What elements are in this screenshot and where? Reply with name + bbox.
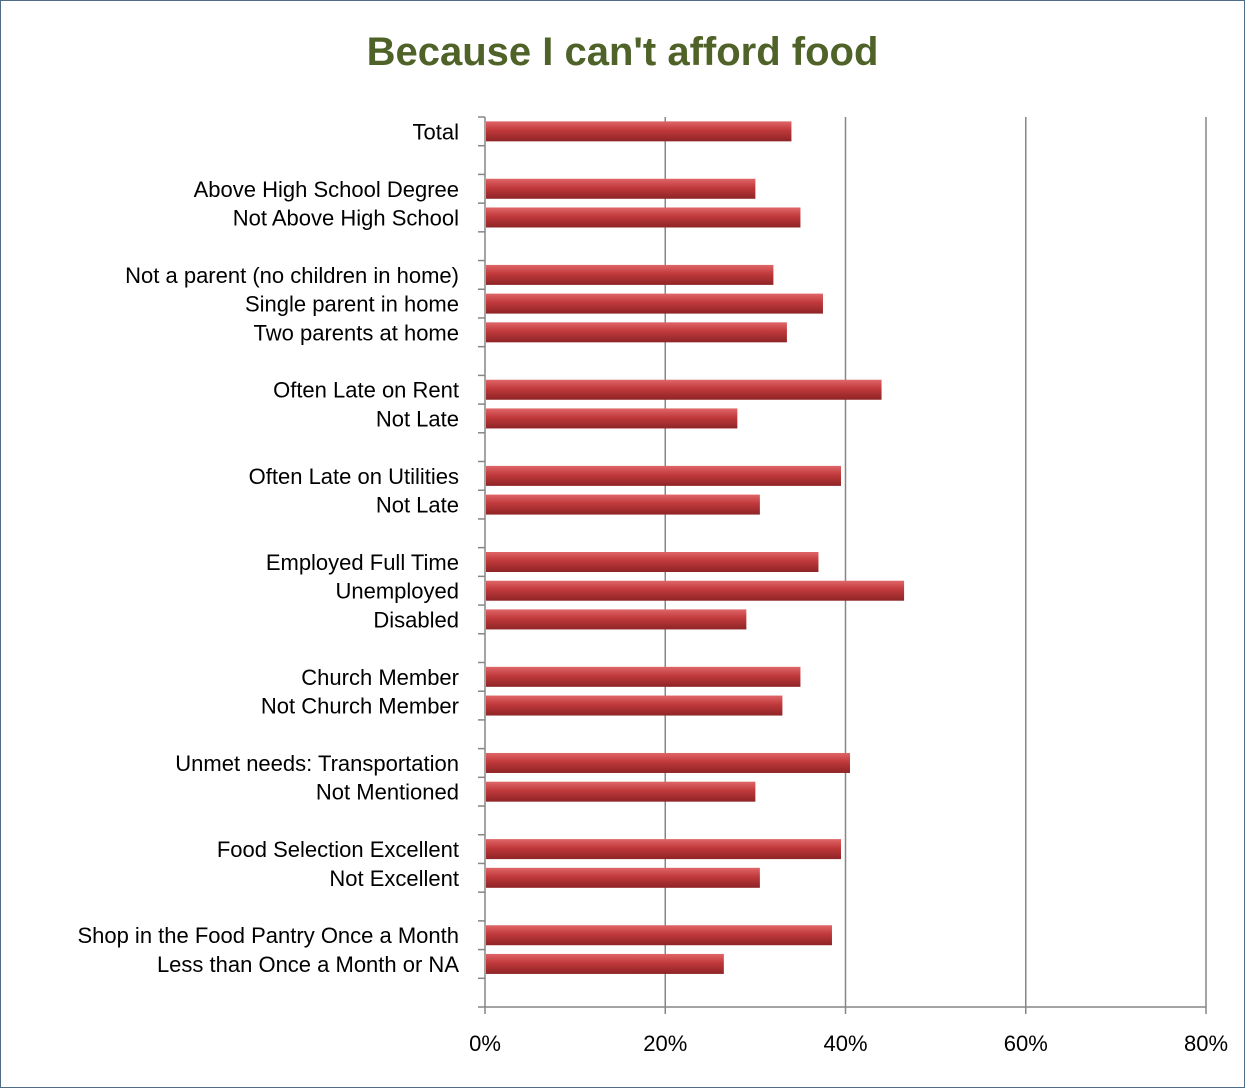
bar[interactable] — [486, 781, 756, 802]
bar[interactable] — [486, 264, 774, 285]
bar[interactable] — [486, 121, 792, 142]
category-label: Two parents at home — [254, 320, 459, 345]
category-label: Less than Once a Month or NA — [157, 952, 459, 977]
category-label: Above High School Degree — [194, 177, 459, 202]
bar[interactable] — [486, 695, 783, 716]
bar[interactable] — [486, 552, 819, 572]
x-tick-label: 80% — [1184, 1031, 1228, 1056]
bar[interactable] — [486, 494, 760, 515]
category-label: Not Late — [376, 406, 459, 431]
bar[interactable] — [486, 408, 738, 429]
category-label: Unmet needs: Transportation — [175, 751, 459, 776]
category-label: Not Late — [376, 493, 459, 518]
category-label: Not Excellent — [329, 866, 459, 891]
x-tick-label: 40% — [823, 1031, 867, 1056]
bar[interactable] — [486, 379, 882, 400]
category-label: Church Member — [301, 665, 459, 690]
category-label: Not Above High School — [233, 205, 459, 230]
x-tick-label: 60% — [1004, 1031, 1048, 1056]
bar[interactable] — [486, 207, 801, 228]
chart-title: Because I can't afford food — [366, 30, 879, 74]
bar[interactable] — [486, 609, 747, 630]
category-label: Employed Full Time — [266, 550, 459, 575]
category-label: Total — [413, 119, 459, 144]
bar[interactable] — [486, 752, 851, 773]
bar[interactable] — [486, 867, 760, 888]
bar[interactable] — [486, 925, 832, 946]
bar[interactable] — [486, 580, 905, 601]
bar[interactable] — [486, 178, 756, 199]
bar[interactable] — [486, 839, 841, 860]
category-label: Shop in the Food Pantry Once a Month — [77, 923, 459, 948]
category-label: Single parent in home — [245, 292, 459, 317]
category-label: Not Mentioned — [316, 780, 459, 805]
bar[interactable] — [486, 953, 724, 974]
x-tick-label: 0% — [469, 1031, 501, 1056]
category-label: Food Selection Excellent — [217, 837, 459, 862]
category-label: Not Church Member — [261, 694, 459, 719]
bar[interactable] — [486, 465, 841, 486]
category-label: Not a parent (no children in home) — [125, 263, 459, 288]
category-label: Often Late on Utilities — [249, 464, 459, 489]
category-label: Disabled — [373, 607, 459, 632]
bar[interactable] — [486, 666, 801, 687]
category-label: Often Late on Rent — [273, 378, 459, 403]
x-tick-label: 20% — [643, 1031, 687, 1056]
category-label: Unemployed — [335, 579, 459, 604]
bar[interactable] — [486, 322, 787, 343]
bar[interactable] — [486, 293, 823, 314]
